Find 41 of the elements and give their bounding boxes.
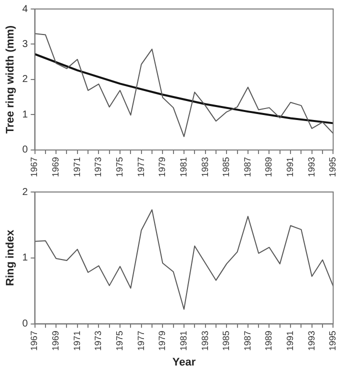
x-tick-label: 1967 xyxy=(29,330,40,351)
y-tick-label: 0 xyxy=(22,144,28,156)
x-tick-label: 1987 xyxy=(242,330,252,351)
x-tick-label: 1995 xyxy=(328,156,338,178)
x-tick-label: 1983 xyxy=(200,330,210,351)
x-axis-title: Year xyxy=(172,356,196,368)
x-tick-label: 1991 xyxy=(285,156,296,178)
x-tick-label: 1981 xyxy=(178,330,188,351)
x-tick-label: 1973 xyxy=(93,330,104,351)
y-tick-label: 3 xyxy=(22,38,28,50)
x-tick-label: 1977 xyxy=(136,330,146,351)
y-tick-label: 2 xyxy=(22,186,28,198)
x-tick-label: 1993 xyxy=(306,156,316,178)
x-tick-label: 1975 xyxy=(114,330,125,351)
x-tick-label: 1985 xyxy=(221,156,232,178)
x-tick-label: 1993 xyxy=(306,330,316,351)
y-axis-title: Ring index xyxy=(4,228,17,286)
x-tick-label: 1975 xyxy=(114,156,125,178)
x-tick-label: 1983 xyxy=(200,156,210,178)
y-tick-label: 1 xyxy=(22,109,28,120)
x-tick-label: 1985 xyxy=(221,330,232,351)
x-tick-label: 1995 xyxy=(328,330,338,351)
x-tick-label: 1969 xyxy=(50,156,61,178)
x-tick-label: 1971 xyxy=(72,330,82,351)
x-tick-label: 1979 xyxy=(157,330,168,351)
y-tick-label: 1 xyxy=(22,252,28,264)
x-tick-label: 1971 xyxy=(72,156,82,178)
x-tick-label: 1991 xyxy=(285,330,296,351)
x-tick-label: 1973 xyxy=(93,156,104,178)
y-tick-label: 4 xyxy=(22,4,28,15)
x-tick-label: 1989 xyxy=(264,330,274,351)
x-tick-label: 1989 xyxy=(264,156,274,178)
y-tick-label: 2 xyxy=(22,74,28,86)
y-axis-title: Tree ring width (mm) xyxy=(4,25,17,134)
x-tick-label: 1967 xyxy=(29,156,40,178)
x-tick-label: 1987 xyxy=(242,156,252,178)
x-tick-label: 1977 xyxy=(136,156,146,178)
y-tick-label: 0 xyxy=(22,318,28,330)
x-tick-label: 1981 xyxy=(178,156,188,178)
x-tick-label: 1969 xyxy=(50,330,61,351)
x-tick-label: 1979 xyxy=(157,156,168,178)
